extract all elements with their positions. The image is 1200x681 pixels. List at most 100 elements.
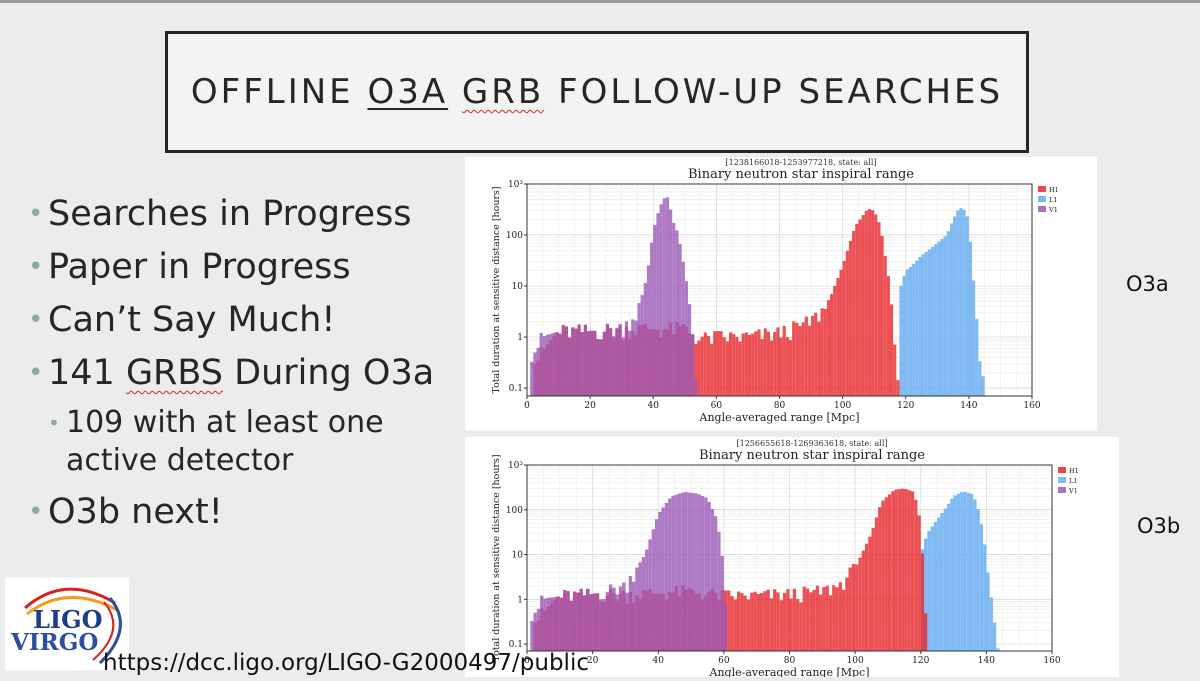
histogram-bar-V1 [564,327,569,396]
histogram-bar-H1 [741,333,745,396]
bullet-dot: • [28,199,44,229]
histogram-bar-H1 [886,276,890,396]
histogram-bar-H1 [782,593,787,651]
chart-o3a: [1238166018-1253977218, state: all] Binar… [465,157,1097,430]
histogram-bar-V1 [572,592,577,651]
histogram-bar-H1 [822,587,826,651]
histogram-bar-V1 [656,213,660,396]
histogram-bar-H1 [766,331,771,396]
histogram-bar-H1 [924,613,928,651]
histogram-bar-V1 [545,334,550,396]
histogram-bar-V1 [530,361,534,396]
histogram-bar-H1 [842,260,846,396]
histogram-bar-V1 [577,324,581,396]
misspelled-word: GRBS [125,353,223,393]
histogram-bar-L1 [927,249,931,396]
histogram-bar-H1 [817,321,821,396]
histogram-bar-H1 [746,599,751,651]
histogram-bar-V1 [599,599,603,651]
histogram-bar-H1 [798,326,802,396]
bullet-text: 141 GRBS During O3a [48,353,435,393]
histogram-bar-L1 [966,492,970,651]
histogram-bar-V1 [641,557,646,651]
histogram-bar-V1 [602,331,606,396]
x-tick-label: 140 [960,401,977,411]
histogram-bar-L1 [949,223,954,396]
histogram-bar-L1 [899,285,903,396]
histogram-bar-H1 [801,322,805,396]
histogram-bar-H1 [740,593,744,651]
histogram-bar-V1 [542,336,546,396]
legend-label-H1: H1 [1069,467,1079,475]
histogram-bar-H1 [759,593,764,651]
histogram-bar-V1 [645,549,649,651]
histogram-bar-V1 [605,591,610,651]
x-tick-label: 40 [648,401,660,411]
histogram-bar-H1 [754,331,758,396]
histogram-bar-H1 [694,343,698,396]
histogram-bar-V1 [659,204,663,396]
histogram-bar-H1 [825,585,829,651]
histogram-bar-L1 [969,493,974,651]
histogram-bar-V1 [543,598,547,651]
series-L1 [920,491,1000,651]
histogram-bar-L1 [931,246,935,396]
histogram-bar-H1 [858,557,862,651]
x-tick-label: 100 [834,401,851,411]
histogram-bar-L1 [976,509,980,651]
histogram-bar-L1 [937,241,941,396]
histogram-bar-L1 [946,231,950,396]
histogram-bar-V1 [691,334,695,396]
histogram-bar-H1 [855,223,859,396]
histogram-bar-H1 [766,589,770,651]
histogram-bar-H1 [878,507,882,651]
histogram-bar-H1 [804,316,808,396]
histogram-bar-H1 [874,517,879,651]
y-tick-label: 10 [512,282,524,292]
x-tick-label: 60 [711,401,723,411]
histogram-bar-H1 [830,294,834,396]
histogram-bar-H1 [861,215,865,396]
histogram-bar-V1 [583,325,587,396]
histogram-bar-V1 [651,529,655,651]
histogram-bar-V1 [634,320,638,396]
histogram-bar-V1 [530,620,534,651]
histogram-bar-L1 [996,648,1000,651]
legend-swatch-L1 [1058,477,1066,483]
histogram-bar-V1 [650,242,654,396]
histogram-bar-H1 [809,592,813,651]
histogram-bar-H1 [747,334,752,396]
histogram-bar-V1 [681,261,685,396]
histogram-bar-V1 [653,225,657,396]
histogram-bar-H1 [753,591,757,651]
legend-swatch-H1 [1058,467,1066,473]
histogram-bar-V1 [579,589,583,651]
chart-title: Binary neutron star inspiral range [688,167,914,182]
x-tick-label: 80 [774,401,786,411]
y-tick-label: 1 [517,333,523,343]
histogram-bar-V1 [552,332,556,396]
histogram-bar-L1 [940,238,944,396]
histogram-bar-V1 [549,597,554,651]
sub-bullet-item: • 109 with at least one active detector [28,404,458,480]
histogram-bar-V1 [671,495,675,651]
legend-swatch-H1 [1038,186,1046,192]
histogram-bar-V1 [675,230,679,396]
histogram-bar-H1 [795,322,799,396]
bullet-text: O3b next! [48,492,223,532]
histogram-bar-V1 [684,281,688,396]
histogram-bar-H1 [917,515,921,651]
histogram-bar-L1 [956,493,961,651]
histogram-bar-H1 [812,589,816,651]
histogram-bar-H1 [871,527,875,651]
histogram-bar-H1 [848,567,852,651]
bullet-dot: • [28,497,44,527]
histogram-bar-H1 [729,332,733,396]
reference-link[interactable]: https://dcc.ligo.org/LIGO-G2000497/publi… [103,650,589,676]
histogram-bar-H1 [811,315,815,396]
chart-o3a-svg: [1238166018-1253977218, state: all]Binar… [491,158,1059,424]
histogram-bar-H1 [722,337,726,396]
histogram-bar-H1 [713,331,717,396]
histogram-bar-V1 [533,612,537,651]
